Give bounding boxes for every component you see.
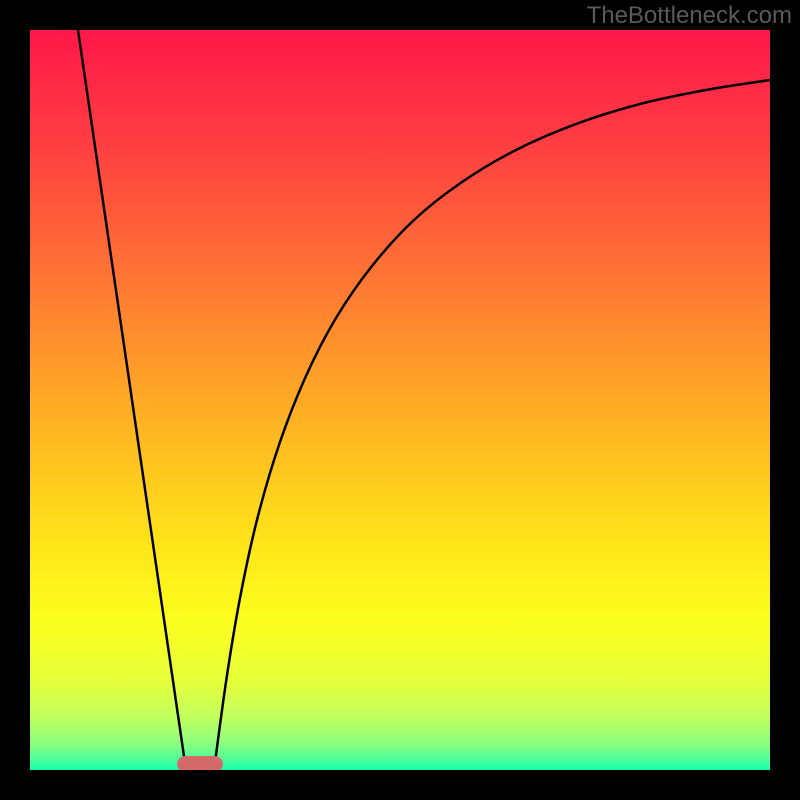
- gradient-background: [30, 30, 770, 770]
- watermark-text: TheBottleneck.com: [587, 2, 792, 30]
- optimal-marker: [177, 756, 223, 772]
- chart-container: TheBottleneck.com: [0, 0, 800, 800]
